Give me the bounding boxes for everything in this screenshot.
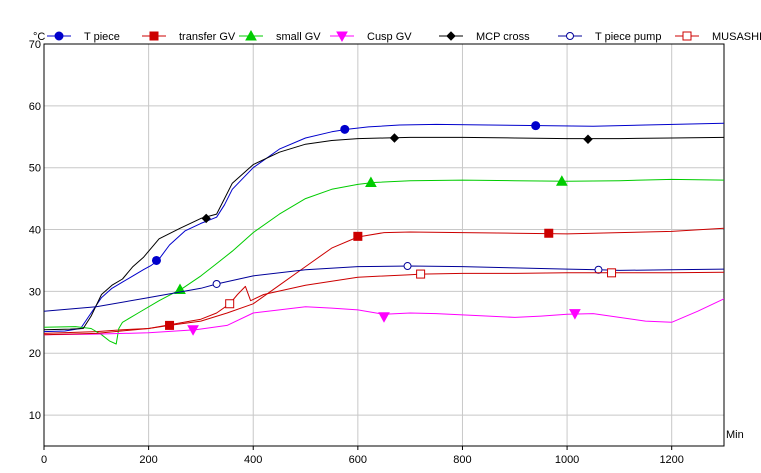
legend-marker — [336, 31, 348, 43]
data-point — [403, 262, 412, 271]
data-point — [340, 124, 350, 134]
data-point — [225, 299, 235, 309]
data-point — [569, 309, 581, 320]
legend-marker — [54, 31, 64, 41]
series-5 — [43, 262, 725, 312]
legend-label: MUSASHI GV — [712, 31, 761, 43]
y-tick-label: 60 — [29, 101, 41, 113]
legend-label: small GV — [276, 31, 321, 43]
legend-marker — [446, 31, 456, 41]
series-4 — [43, 133, 725, 331]
data-point — [353, 231, 363, 241]
legend: T piece transfer GV small GV Cusp GV MCP cro… — [47, 29, 761, 43]
series-0 — [43, 121, 725, 333]
legend-marker — [566, 32, 574, 40]
y-tick-label: 70 — [29, 39, 41, 51]
legend-marker — [682, 31, 692, 41]
x-tick-label: 200 — [139, 454, 157, 466]
y-tick-label: 20 — [29, 348, 41, 360]
legend-item: MUSASHI GV — [675, 31, 761, 43]
legend-marker — [149, 31, 159, 41]
data-point — [201, 213, 211, 224]
x-tick-label: 600 — [349, 454, 367, 466]
legend-item: Cusp GV — [330, 31, 412, 43]
legend-label: MCP cross — [476, 31, 530, 43]
legend-label: T piece — [84, 31, 120, 43]
series-layer — [43, 121, 725, 345]
data-point — [151, 255, 161, 265]
legend-item: small GV — [239, 29, 321, 43]
data-point — [365, 176, 377, 188]
x-tick-label: 1000 — [555, 454, 579, 466]
data-point — [378, 312, 390, 323]
y-tick-label: 30 — [29, 286, 41, 298]
series-2 — [43, 175, 725, 345]
axis-layer: 10 20 30 40 50 60 70 0 200 400 600 800 1000 1200 — [29, 39, 684, 466]
legend-label: T piece pump — [595, 31, 661, 43]
legend-label: transfer GV — [179, 31, 236, 43]
legend-item: transfer GV — [142, 31, 236, 43]
series-line — [43, 178, 725, 345]
data-point — [389, 133, 400, 143]
legend-item: MCP cross — [439, 31, 530, 43]
x-tick-label: 1200 — [659, 454, 683, 466]
series-line — [43, 298, 725, 336]
x-unit-label: Min — [726, 429, 744, 441]
series-3 — [43, 298, 725, 336]
legend-item: T piece — [47, 31, 120, 43]
data-point — [594, 265, 603, 274]
data-point — [555, 175, 568, 186]
data-point — [583, 134, 593, 144]
y-unit-label: °C — [33, 31, 45, 43]
data-point — [212, 279, 221, 288]
data-point — [416, 269, 426, 279]
data-point — [531, 121, 541, 131]
x-tick-label: 800 — [453, 454, 471, 466]
legend-label: Cusp GV — [367, 31, 412, 43]
series-line — [43, 136, 725, 331]
legend-marker — [245, 29, 257, 41]
data-point — [544, 228, 554, 238]
y-tick-label: 40 — [29, 225, 41, 237]
plot-frame — [43, 43, 725, 447]
x-tick-label: 400 — [244, 454, 262, 466]
data-point — [187, 325, 199, 336]
series-line — [43, 271, 725, 336]
grid — [44, 44, 724, 446]
data-point — [607, 268, 617, 278]
y-tick-label: 50 — [29, 163, 41, 175]
series-6 — [43, 268, 725, 336]
legend-item: T piece pump — [558, 31, 661, 43]
y-tick-label: 10 — [29, 410, 41, 422]
x-tick-label: 0 — [41, 454, 47, 466]
series-line — [43, 122, 725, 333]
